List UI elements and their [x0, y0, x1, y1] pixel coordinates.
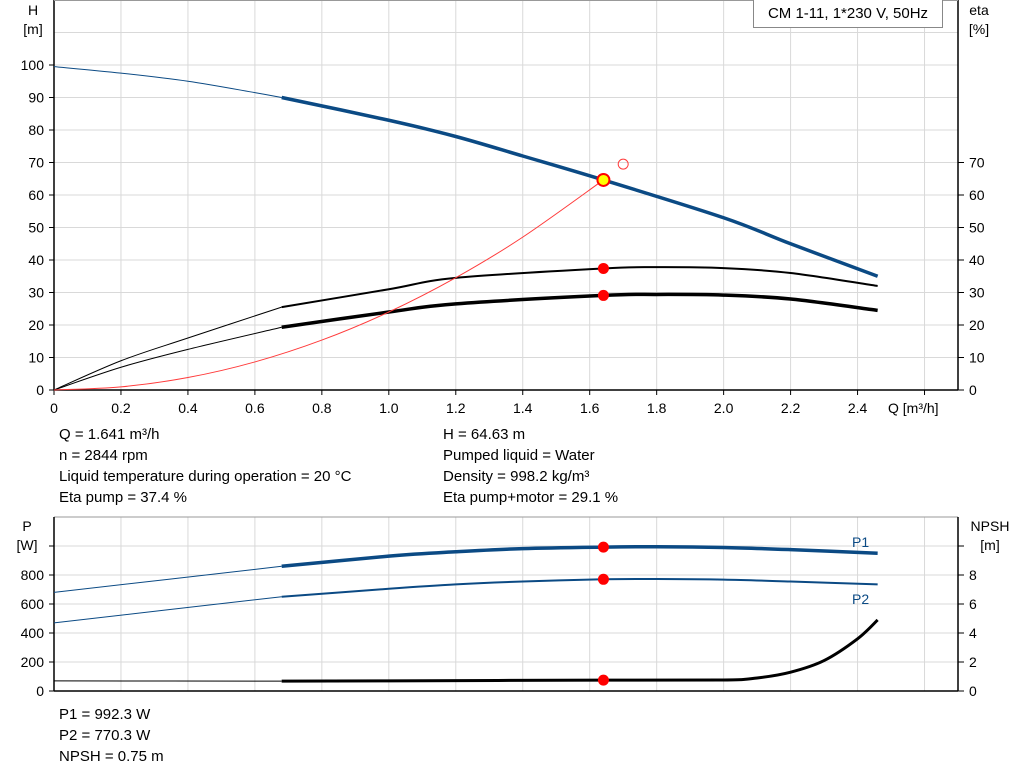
eta-pump-curve: [281, 266, 878, 309]
open-point-marker: [617, 158, 629, 170]
head-curve-extrapolated: [53, 66, 282, 98]
y-left-tick-label: 90: [28, 90, 44, 106]
x-tick-label: 0.4: [178, 400, 198, 416]
info-density: Density = 998.2 kg/m³: [443, 468, 590, 485]
y-right-axis-label: [m]: [980, 537, 999, 553]
system-curve: [53, 179, 604, 391]
eta-pump-motor-curve-extrapolated: [53, 326, 282, 391]
operating-point: [597, 573, 609, 585]
y-left-tick-label: 100: [21, 57, 45, 73]
x-tick-label: 0.6: [245, 400, 265, 416]
y-left-tick-label: 0: [36, 382, 44, 398]
y-right-tick-label: 4: [969, 625, 977, 641]
y-left-axis-label: P: [22, 518, 31, 534]
info-p1: P1 = 992.3 W: [59, 706, 151, 723]
y-right-axis-label: NPSH: [971, 518, 1010, 534]
y-left-tick-label: 40: [28, 252, 44, 268]
x-tick-label: 1.0: [379, 400, 399, 416]
y-right-tick-label: 10: [969, 350, 985, 366]
p2-series-label: P2: [852, 591, 869, 607]
info-eta-pump: Eta pump = 37.4 %: [59, 489, 187, 506]
eta-pump-motor-curve: [281, 292, 878, 330]
y-left-axis-label: [m]: [23, 21, 42, 37]
info-p2: P2 = 770.3 W: [59, 727, 151, 744]
x-tick-label: 1.4: [513, 400, 533, 416]
x-tick-label: 2.4: [848, 400, 868, 416]
info-temperature: Liquid temperature during operation = 20…: [59, 468, 352, 485]
y-left-tick-label: 50: [28, 220, 44, 236]
p2-curve-extrapolated: [53, 596, 282, 624]
y-left-tick-label: 80: [28, 122, 44, 138]
info-head: H = 64.63 m: [443, 426, 526, 443]
y-right-tick-label: 0: [969, 382, 977, 398]
y-left-tick-label: 600: [21, 596, 45, 612]
info-top-left: Q = 1.641 m³/h n = 2844 rpm Liquid tempe…: [59, 424, 351, 508]
info-bottom: P1 = 992.3 W P2 = 770.3 W NPSH = 0.75 m: [59, 704, 164, 767]
x-tick-label: 1.6: [580, 400, 600, 416]
y-right-tick-label: 30: [969, 285, 985, 301]
head-curve: [281, 95, 879, 278]
y-right-tick-label: 2: [969, 654, 977, 670]
info-top-right: H = 64.63 m Pumped liquid = Water Densit…: [443, 424, 618, 508]
eta-point: [597, 262, 609, 274]
info-npsh: NPSH = 0.75 m: [59, 748, 164, 765]
y-right-tick-label: 0: [969, 683, 977, 699]
x-tick-label: 0.2: [111, 400, 131, 416]
y-left-tick-label: 30: [28, 285, 44, 301]
duty-point: [596, 172, 611, 187]
x-tick-label: 1.2: [446, 400, 466, 416]
info-flow: Q = 1.641 m³/h: [59, 426, 160, 443]
y-left-tick-label: 20: [28, 317, 44, 333]
y-left-tick-label: 60: [28, 187, 44, 203]
y-left-tick-label: 200: [21, 654, 45, 670]
x-tick-label: 0.8: [312, 400, 332, 416]
npsh-curve: [281, 618, 879, 683]
p2-curve: [281, 578, 878, 598]
x-axis-label: Q [m³/h]: [888, 400, 939, 416]
y-right-tick-label: 50: [969, 220, 985, 236]
x-tick-label: 1.8: [647, 400, 667, 416]
y-right-tick-label: 40: [969, 252, 985, 268]
eta-point: [597, 289, 609, 301]
y-left-tick-label: 400: [21, 625, 45, 641]
x-tick-label: 2.0: [714, 400, 734, 416]
y-right-tick-label: 6: [969, 596, 977, 612]
operating-point: [597, 541, 609, 553]
y-right-tick-label: 70: [969, 155, 985, 171]
y-left-tick-label: 0: [36, 683, 44, 699]
y-right-axis-label: eta: [969, 2, 989, 18]
y-right-axis-label: [%]: [969, 21, 989, 37]
p1-curve: [281, 544, 878, 569]
eta-pump-curve-extrapolated: [53, 306, 282, 391]
y-left-tick-label: 10: [28, 350, 44, 366]
y-left-axis-label: H: [28, 2, 38, 18]
pump-title-box: CM 1-11, 1*230 V, 50Hz: [753, 0, 943, 28]
x-tick-label: 0: [50, 400, 58, 416]
info-liquid: Pumped liquid = Water: [443, 447, 595, 464]
info-eta-pump-motor: Eta pump+motor = 29.1 %: [443, 489, 619, 506]
y-left-tick-label: 800: [21, 567, 45, 583]
y-right-tick-label: 60: [969, 187, 985, 203]
x-tick-label: 2.2: [781, 400, 801, 416]
y-left-axis-label: [W]: [17, 537, 38, 553]
y-left-tick-label: 70: [28, 155, 44, 171]
y-right-tick-label: 8: [969, 567, 977, 583]
info-speed: n = 2844 rpm: [59, 447, 148, 464]
p1-curve-extrapolated: [53, 565, 282, 593]
p1-series-label: P1: [852, 534, 869, 550]
y-right-tick-label: 20: [969, 317, 985, 333]
operating-point: [597, 674, 609, 686]
